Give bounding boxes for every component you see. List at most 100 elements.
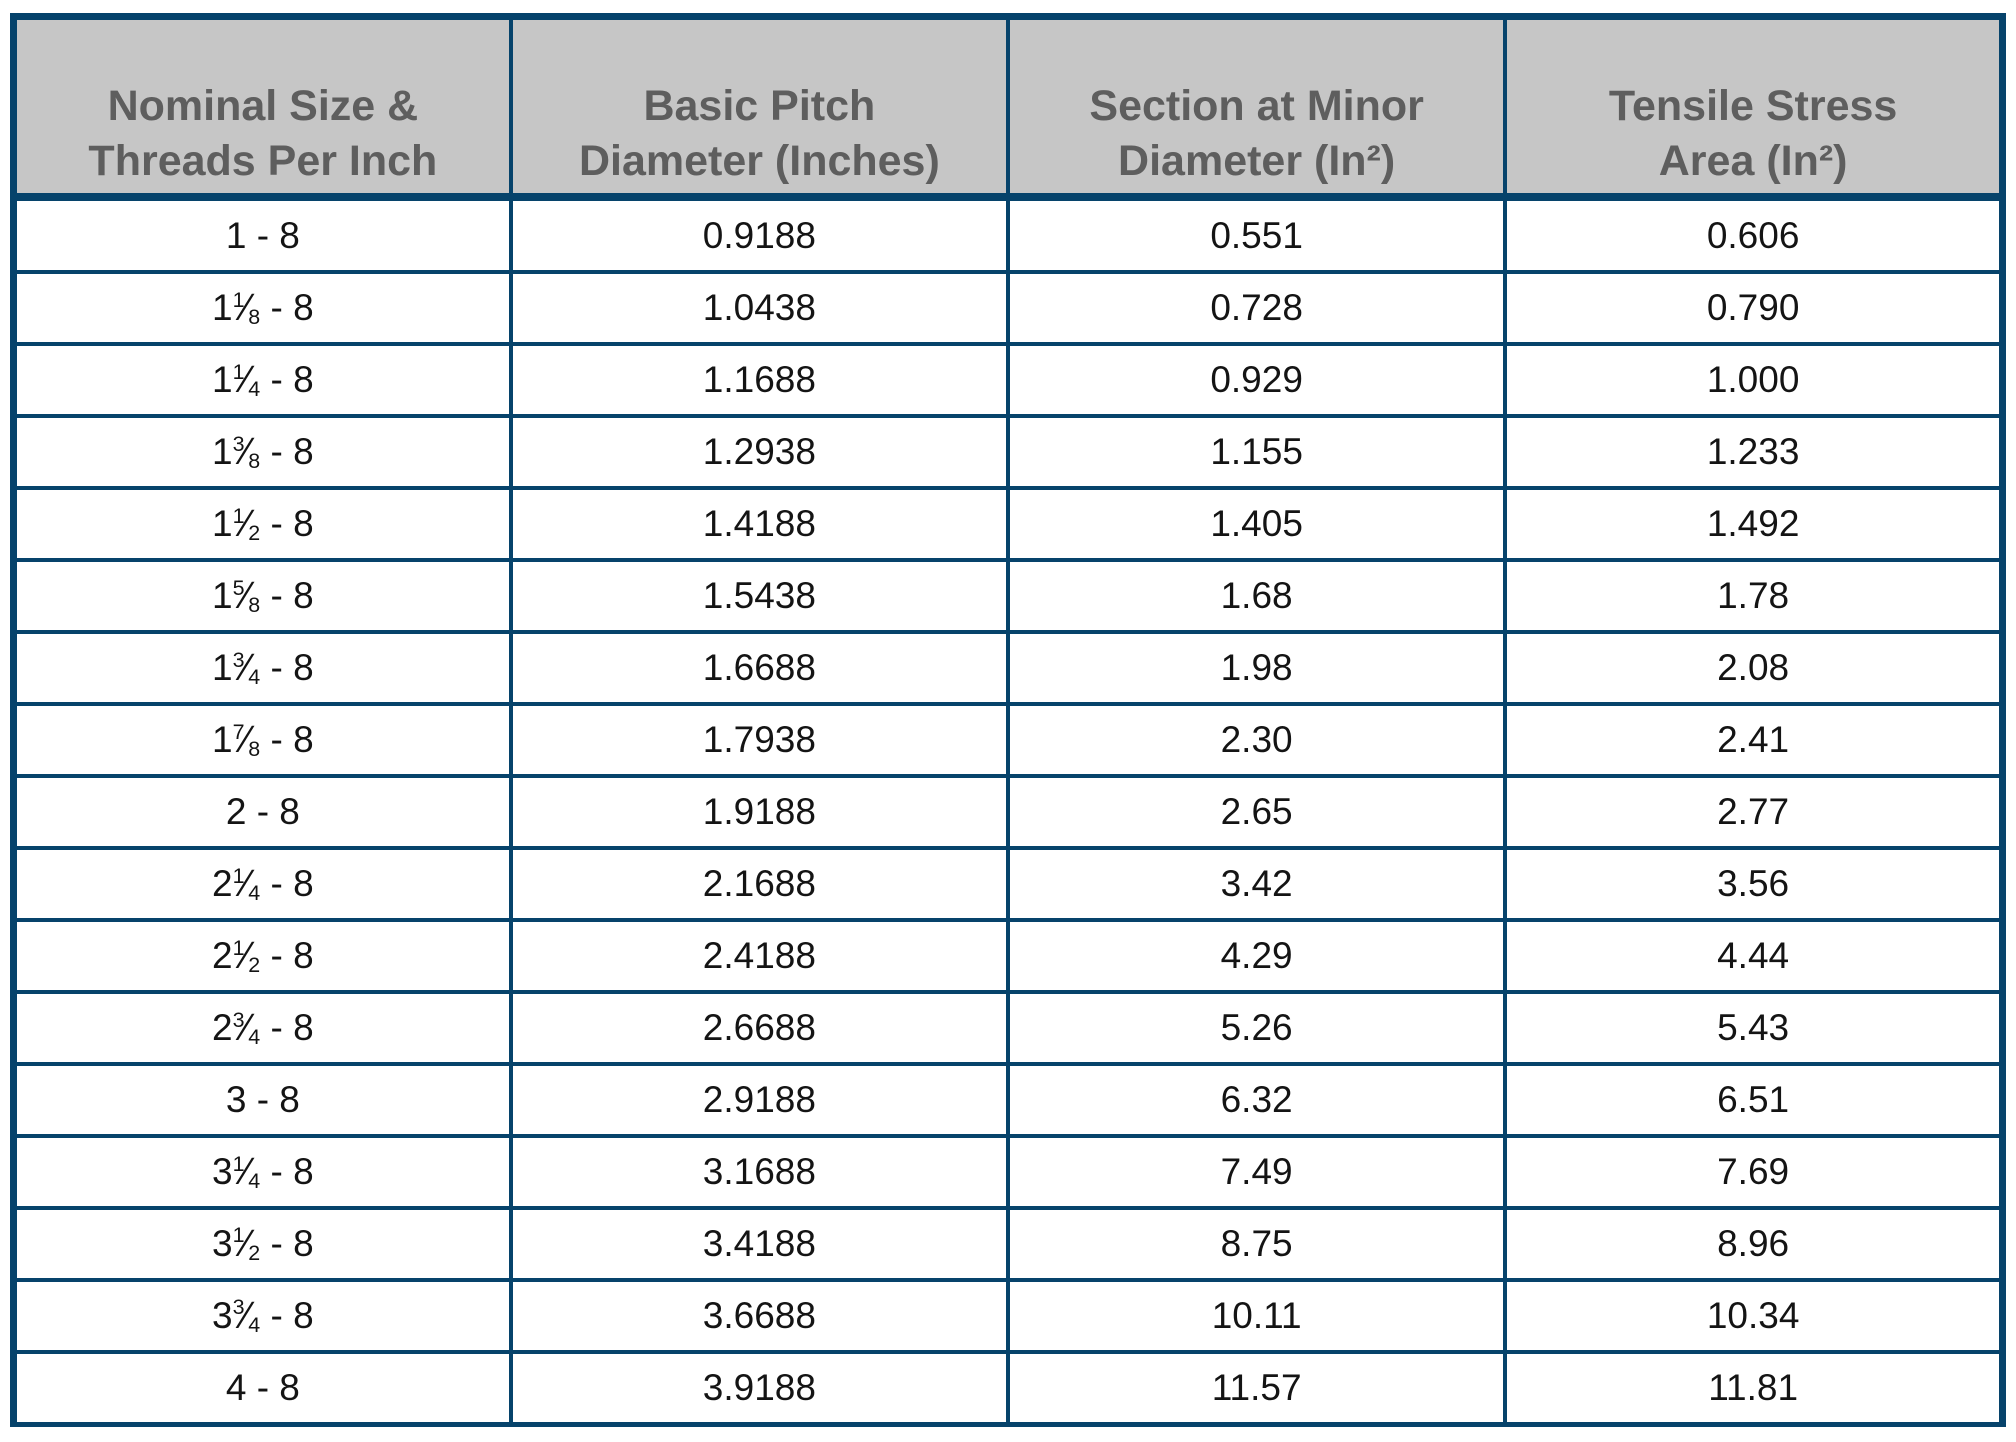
fraction-denominator: 4 bbox=[248, 377, 261, 401]
cell-nominal-size: 33⁄4 - 8 bbox=[11, 1277, 513, 1354]
table-row: 31⁄4 - 8 3.1688 7.49 7.69 bbox=[11, 1133, 2005, 1210]
column-header-label: Section at Minor Diameter (In²) bbox=[1089, 82, 1424, 186]
cell-minor-section: 1.405 bbox=[1005, 486, 1508, 563]
cell-tensile-area: 2.77 bbox=[1503, 773, 2005, 850]
cell-minor-section: 0.551 bbox=[1005, 195, 1508, 275]
cell-minor-section: 1.155 bbox=[1005, 414, 1508, 491]
cell-tensile-area: 5.43 bbox=[1503, 989, 2005, 1066]
table-row: 21⁄4 - 8 2.1688 3.42 3.56 bbox=[11, 845, 2005, 922]
column-header-nominal-size: Nominal Size & Threads Per Inch bbox=[11, 14, 513, 202]
cell-tensile-area: 0.606 bbox=[1503, 195, 2005, 275]
fraction-numerator: 1 bbox=[232, 287, 245, 312]
cell-tensile-area: 7.69 bbox=[1503, 1133, 2005, 1210]
table-row: 13⁄8 - 8 1.2938 1.155 1.233 bbox=[11, 414, 2005, 491]
table-row: 21⁄2 - 8 2.4188 4.29 4.44 bbox=[11, 917, 2005, 994]
fraction-numerator: 1 bbox=[232, 1223, 245, 1248]
cell-minor-section: 5.26 bbox=[1005, 989, 1508, 1066]
cell-pitch-diameter: 1.9188 bbox=[508, 773, 1011, 850]
fraction-slash: ⁄ bbox=[243, 646, 250, 689]
cell-pitch-diameter: 2.1688 bbox=[508, 845, 1011, 922]
fraction-denominator: 8 bbox=[248, 592, 261, 617]
cell-pitch-diameter: 2.6688 bbox=[508, 989, 1011, 1066]
cell-nominal-size: 11⁄4 - 8 bbox=[11, 342, 513, 419]
column-header-label: Tensile Stress Area (In²) bbox=[1608, 82, 1898, 186]
column-header-pitch-diameter: Basic Pitch Diameter (Inches) bbox=[508, 14, 1011, 202]
fraction-denominator: 4 bbox=[248, 1024, 261, 1049]
cell-minor-section: 0.929 bbox=[1005, 342, 1508, 419]
fraction-slash: ⁄ bbox=[243, 861, 250, 904]
cell-nominal-size: 1 - 8 bbox=[11, 195, 513, 275]
cell-nominal-size: 15⁄8 - 8 bbox=[11, 558, 513, 635]
table-row: 2 - 8 1.9188 2.65 2.77 bbox=[11, 773, 2005, 850]
cell-nominal-size: 11⁄8 - 8 bbox=[11, 270, 513, 347]
column-header-label: Basic Pitch Diameter (Inches) bbox=[578, 82, 940, 186]
cell-tensile-area: 3.56 bbox=[1503, 845, 2005, 922]
cell-minor-section: 3.42 bbox=[1005, 845, 1508, 922]
fraction-numerator: 1 bbox=[232, 359, 245, 384]
cell-tensile-area: 8.96 bbox=[1503, 1205, 2005, 1282]
cell-nominal-size: 31⁄2 - 8 bbox=[11, 1205, 513, 1282]
cell-nominal-size: 13⁄8 - 8 bbox=[11, 414, 513, 491]
fraction-numerator: 3 bbox=[232, 1007, 245, 1032]
fraction-denominator: 2 bbox=[248, 1240, 261, 1265]
cell-pitch-diameter: 1.4188 bbox=[508, 486, 1011, 563]
cell-nominal-size: 21⁄2 - 8 bbox=[11, 917, 513, 994]
cell-nominal-size: 17⁄8 - 8 bbox=[11, 702, 513, 778]
cell-nominal-size: 31⁄4 - 8 bbox=[11, 1133, 513, 1210]
table-row: 3 - 8 2.9188 6.32 6.51 bbox=[11, 1061, 2005, 1138]
fraction-denominator: 2 bbox=[248, 952, 261, 977]
cell-tensile-area: 1.78 bbox=[1503, 558, 2005, 635]
fraction-slash: ⁄ bbox=[243, 933, 250, 976]
fraction-numerator: 3 bbox=[232, 1295, 245, 1320]
table-body: 1 - 8 0.9188 0.551 0.606 11⁄8 - 8 1.0438 0.728… bbox=[11, 195, 2005, 1427]
cell-minor-section: 0.728 bbox=[1005, 270, 1508, 347]
fraction-slash: ⁄ bbox=[243, 717, 250, 760]
fraction-slash: ⁄ bbox=[243, 1005, 250, 1048]
table-row: 23⁄4 - 8 2.6688 5.26 5.43 bbox=[11, 989, 2005, 1066]
cell-minor-section: 7.49 bbox=[1005, 1133, 1508, 1210]
table-row: 31⁄2 - 8 3.4188 8.75 8.96 bbox=[11, 1205, 2005, 1282]
table-row: 17⁄8 - 8 1.7938 2.30 2.41 bbox=[11, 702, 2005, 778]
fraction-numerator: 3 bbox=[232, 431, 245, 456]
cell-nominal-size: 23⁄4 - 8 bbox=[11, 989, 513, 1066]
cell-minor-section: 10.11 bbox=[1005, 1277, 1508, 1354]
cell-minor-section: 2.65 bbox=[1005, 773, 1508, 850]
fraction-slash: ⁄ bbox=[243, 574, 250, 617]
fraction-numerator: 3 bbox=[232, 647, 245, 672]
cell-nominal-size: 3 - 8 bbox=[11, 1061, 513, 1138]
fraction-slash: ⁄ bbox=[243, 286, 250, 329]
column-header-minor-section: Section at Minor Diameter (In²) bbox=[1005, 14, 1508, 202]
fraction-numerator: 1 bbox=[232, 503, 245, 528]
cell-tensile-area: 1.000 bbox=[1503, 342, 2005, 419]
thread-size-table: Nominal Size & Threads Per Inch Basic Pi… bbox=[10, 13, 2006, 1427]
cell-nominal-size: 13⁄4 - 8 bbox=[11, 630, 513, 706]
fraction-slash: ⁄ bbox=[243, 502, 250, 545]
fraction-denominator: 4 bbox=[248, 1168, 261, 1193]
cell-pitch-diameter: 1.2938 bbox=[508, 414, 1011, 491]
cell-minor-section: 8.75 bbox=[1005, 1205, 1508, 1282]
cell-minor-section: 1.98 bbox=[1005, 630, 1508, 706]
cell-tensile-area: 1.233 bbox=[1503, 414, 2005, 491]
table-header: Nominal Size & Threads Per Inch Basic Pi… bbox=[11, 14, 2005, 202]
table-row: 15⁄8 - 8 1.5438 1.68 1.78 bbox=[11, 558, 2005, 635]
cell-pitch-diameter: 2.4188 bbox=[508, 917, 1011, 994]
cell-pitch-diameter: 2.9188 bbox=[508, 1061, 1011, 1138]
cell-tensile-area: 4.44 bbox=[1503, 917, 2005, 994]
cell-pitch-diameter: 0.9188 bbox=[508, 195, 1011, 275]
cell-tensile-area: 2.41 bbox=[1503, 702, 2005, 778]
fraction-numerator: 5 bbox=[232, 575, 245, 600]
table-row: 11⁄8 - 8 1.0438 0.728 0.790 bbox=[11, 270, 2005, 347]
cell-minor-section: 11.57 bbox=[1005, 1349, 1508, 1427]
cell-pitch-diameter: 3.9188 bbox=[508, 1349, 1011, 1427]
cell-pitch-diameter: 3.1688 bbox=[508, 1133, 1011, 1210]
cell-pitch-diameter: 1.5438 bbox=[508, 558, 1011, 635]
fraction-denominator: 4 bbox=[248, 880, 261, 905]
cell-pitch-diameter: 1.6688 bbox=[508, 630, 1011, 706]
cell-tensile-area: 1.492 bbox=[1503, 486, 2005, 563]
fraction-numerator: 1 bbox=[232, 935, 245, 960]
cell-tensile-area: 10.34 bbox=[1503, 1277, 2005, 1354]
cell-nominal-size: 4 - 8 bbox=[11, 1349, 513, 1427]
fraction-denominator: 8 bbox=[248, 305, 261, 330]
table-row: 11⁄4 - 8 1.1688 0.929 1.000 bbox=[11, 342, 2005, 419]
cell-minor-section: 1.68 bbox=[1005, 558, 1508, 635]
